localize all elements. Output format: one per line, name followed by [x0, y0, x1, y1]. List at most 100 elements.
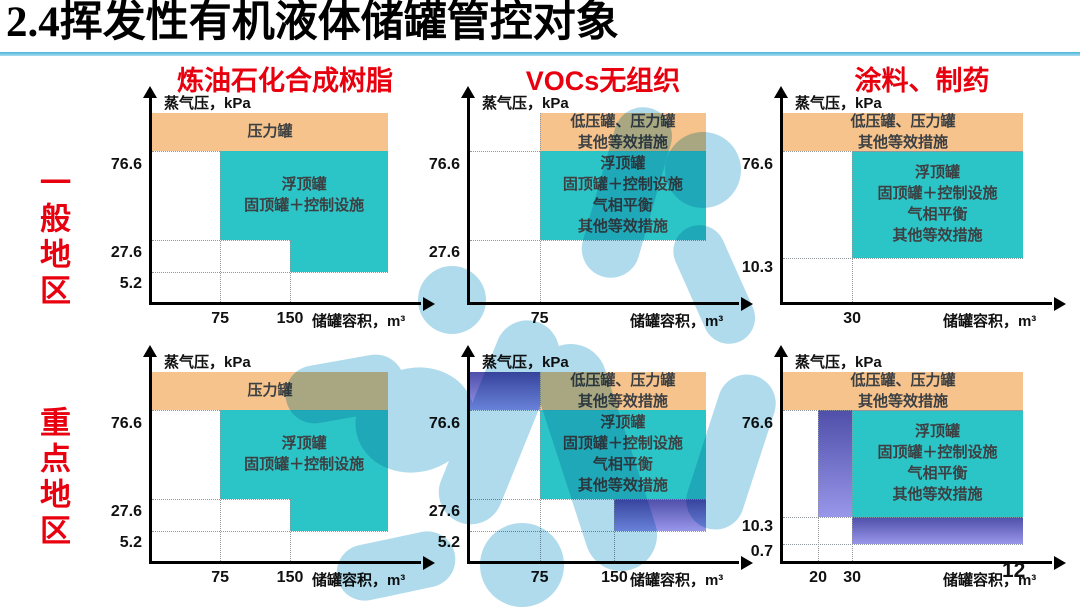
chart-general-vocs: 蒸气压，kPa 低压罐、压力罐 其他等效措施 浮顶罐 固顶罐＋控制设施 气相平衡…	[424, 86, 758, 343]
region-label: 其他等效措施	[857, 133, 948, 151]
slide-title: 2.4挥发性有机液体储罐管控对象	[6, 0, 619, 46]
region-label: 气相平衡	[907, 465, 968, 483]
x-axis	[467, 302, 739, 305]
y-tick: 76.6	[110, 155, 142, 173]
region-key-extra-upper-left	[470, 372, 540, 410]
y-axis-label: 蒸气压，kPa	[164, 354, 251, 371]
region-label: 压力罐	[247, 382, 293, 400]
region-label: 其他等效措施	[577, 477, 668, 495]
x-axis-arrow-icon	[1054, 296, 1066, 311]
region-low-pressure-tank: 低压罐、压力罐 其他等效措施	[783, 372, 1023, 410]
gridline-27-6	[470, 239, 707, 241]
x-tick: 75	[211, 569, 230, 586]
y-tick: 76.6	[428, 155, 460, 173]
y-tick: 76.6	[741, 155, 773, 173]
gridline-5-2	[152, 271, 389, 273]
x-tick: 30	[843, 569, 862, 586]
column-title-refining: 炼油石化合成树脂	[177, 66, 393, 96]
y-tick: 10.3	[741, 258, 773, 276]
region-floating-roof: 浮顶罐 固顶罐＋控制设施	[220, 150, 389, 240]
gridline-76-6	[783, 409, 1023, 411]
region-label: 低压罐、压力罐	[850, 113, 956, 130]
gridline-76-6	[470, 150, 707, 152]
region-low-pressure-tank: 低压罐、压力罐 其他等效措施	[539, 372, 707, 410]
y-tick: 0.7	[750, 543, 773, 561]
x-axis-arrow-icon	[1054, 555, 1066, 570]
gridline-76-6	[783, 150, 1023, 152]
gridline-76-6	[152, 150, 389, 152]
region-low-pressure-tank: 低压罐、压力罐 其他等效措施	[783, 113, 1023, 151]
region-label: 其他等效措施	[577, 133, 668, 151]
region-pressure-tank: 压力罐	[152, 113, 389, 151]
plot-area: 低压罐、压力罐 其他等效措施 浮顶罐 固顶罐＋控制设施 气相平衡 其他等效措施 …	[429, 345, 753, 589]
region-label: 气相平衡	[592, 197, 653, 215]
gridline-0-7	[783, 543, 1023, 545]
region-label: 浮顶罐	[281, 435, 327, 453]
gridline-150	[290, 239, 292, 302]
region-label: 固顶罐＋控制设施	[877, 185, 998, 203]
region-floating-roof-extension	[290, 498, 389, 531]
x-axis	[780, 302, 1052, 305]
region-key-extra-strip	[818, 409, 853, 517]
y-axis-arrow-icon	[461, 86, 475, 98]
gridline-75	[539, 113, 541, 302]
y-axis-arrow-icon	[774, 345, 788, 357]
x-tick: 150	[601, 569, 628, 586]
chart-general-refining: 蒸气压，kPa 压力罐 浮顶罐 固顶罐＋控制设施 76.6 27.6 5.2 7…	[106, 86, 440, 343]
y-axis	[149, 97, 152, 305]
y-tick: 27.6	[428, 502, 460, 520]
region-label: 低压罐、压力罐	[850, 372, 956, 389]
region-label: 其他等效措施	[857, 392, 948, 410]
region-label: 低压罐、压力罐	[570, 113, 676, 130]
y-tick: 27.6	[110, 243, 142, 261]
gridline-27-6	[470, 498, 707, 500]
region-label: 其他等效措施	[577, 392, 668, 410]
y-tick: 5.2	[119, 534, 142, 552]
region-label: 其他等效措施	[892, 486, 983, 504]
region-floating-roof: 浮顶罐 固顶罐＋控制设施 气相平衡 其他等效措施	[539, 409, 707, 499]
page-number: 12	[1002, 559, 1026, 582]
region-label: 固顶罐＋控制设施	[562, 176, 683, 194]
x-axis	[149, 561, 421, 564]
chart-key-vocs: 蒸气压，kPa 低压罐、压力罐 其他等效措施 浮顶罐 固顶罐＋控制设施 气相平衡…	[424, 345, 758, 602]
x-axis-label: 储罐容积，m³	[629, 313, 724, 330]
region-pressure-tank: 压力罐	[152, 372, 389, 410]
x-tick: 150	[276, 310, 304, 327]
y-axis-arrow-icon	[774, 86, 788, 98]
x-axis-label: 储罐容积，m³	[629, 572, 724, 589]
region-floating-roof: 浮顶罐 固顶罐＋控制设施 气相平衡 其他等效措施	[852, 150, 1023, 258]
y-axis	[467, 356, 470, 564]
region-label: 浮顶罐	[915, 423, 961, 441]
gridline-10-3	[783, 516, 1023, 518]
y-tick: 5.2	[437, 534, 460, 552]
x-tick: 150	[276, 569, 304, 586]
chart-key-coating: 蒸气压，kPa 低压罐、压力罐 其他等效措施 浮顶罐 固顶罐＋控制设施 气相平衡…	[737, 345, 1071, 602]
x-tick: 75	[211, 310, 230, 327]
region-low-pressure-tank: 低压罐、压力罐 其他等效措施	[539, 113, 707, 151]
gridline-75	[220, 409, 222, 561]
y-axis	[467, 97, 470, 305]
y-tick: 76.6	[428, 414, 460, 432]
x-axis	[149, 302, 421, 305]
x-axis-arrow-icon	[741, 555, 753, 570]
y-axis-label: 蒸气压，kPa	[795, 354, 882, 371]
region-label: 固顶罐＋控制设施	[877, 444, 998, 462]
y-axis-arrow-icon	[461, 345, 475, 357]
row-label-key-area: 重点地区	[35, 406, 70, 550]
region-floating-roof-extension	[290, 239, 389, 272]
chart-general-coating: 蒸气压，kPa 低压罐、压力罐 其他等效措施 浮顶罐 固顶罐＋控制设施 气相平衡…	[737, 86, 1071, 343]
region-label: 固顶罐＋控制设施	[244, 456, 365, 474]
region-label: 气相平衡	[907, 206, 968, 224]
region-floating-roof: 浮顶罐 固顶罐＋控制设施	[220, 409, 389, 499]
plot-area: 低压罐、压力罐 其他等效措施 浮顶罐 固顶罐＋控制设施 气相平衡 其他等效措施 …	[742, 345, 1066, 589]
y-axis	[780, 97, 783, 305]
gridline-20	[818, 409, 820, 561]
plot-area: 低压罐、压力罐 其他等效措施 浮顶罐 固顶罐＋控制设施 气相平衡 其他等效措施 …	[742, 86, 1066, 330]
column-title-coating: 涂料、制药	[854, 66, 990, 96]
y-tick: 76.6	[110, 414, 142, 432]
gridline-75	[539, 372, 541, 561]
gridline-150	[614, 498, 616, 561]
plot-area: 压力罐 浮顶罐 固顶罐＋控制设施 76.6 27.6 5.2 75 150 储罐…	[111, 345, 435, 589]
gridline-75	[220, 150, 222, 302]
